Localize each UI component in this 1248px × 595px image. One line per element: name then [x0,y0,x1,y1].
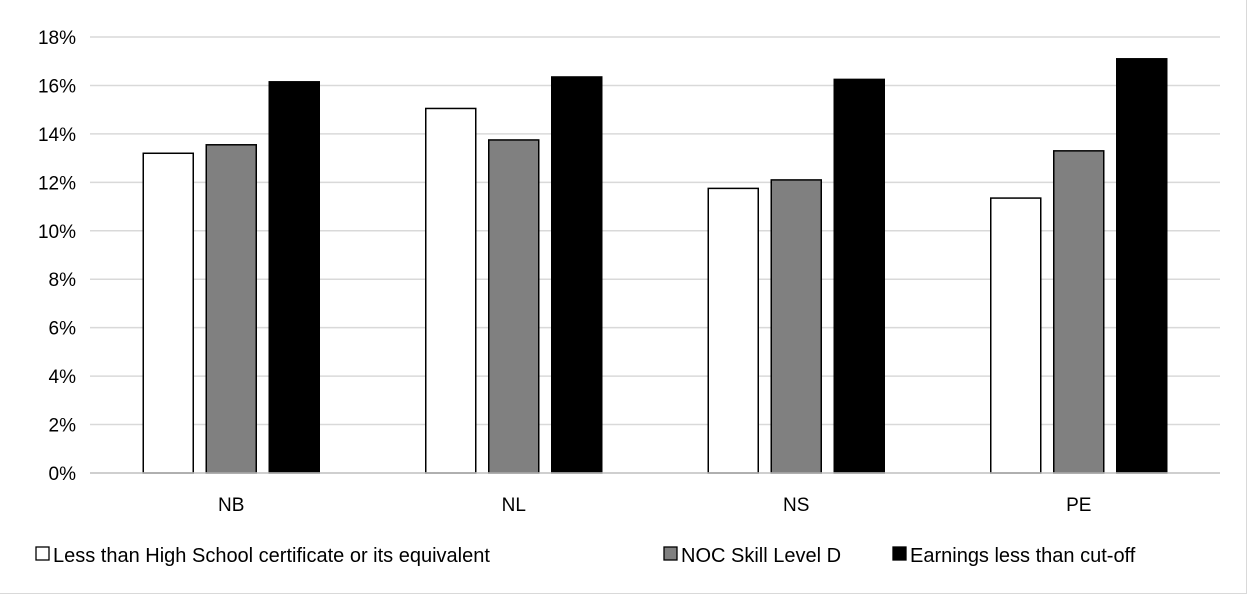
bar-pe-series-2 [1053,150,1105,474]
bars [142,58,1168,474]
y-tick-label: 6% [49,319,77,340]
legend: Less than High School certificate or its… [35,545,1136,567]
y-tick-label: 16% [38,76,76,97]
y-tick-label: 14% [38,125,76,146]
bar-nb-series-2 [205,144,257,474]
legend-swatch [892,546,907,561]
x-category-label: NL [502,495,526,516]
bar-nl-series-3 [551,76,603,474]
legend-swatch [663,546,678,561]
y-tick-label: 2% [49,416,77,437]
gridlines [90,36,1220,426]
bar-pe-series-1 [990,197,1042,474]
x-category-label: NS [783,495,809,516]
legend-label: Earnings less than cut-off [910,545,1136,567]
y-tick-label: 4% [49,367,77,388]
bar-nl-series-2 [488,139,540,474]
bar-nb-series-3 [268,81,320,474]
bar-ns-series-2 [770,179,822,474]
y-tick-label: 18% [38,28,76,49]
bar-ns-series-1 [707,187,759,474]
bar-nb-series-1 [142,152,194,474]
y-tick-label: 12% [38,173,76,194]
bar-pe-series-3 [1116,58,1168,474]
x-axis-category-labels: NB NL NS PE [218,495,1091,516]
y-tick-label: 0% [49,464,77,485]
bar-nl-series-1 [425,107,477,474]
legend-swatch [35,546,50,561]
legend-label: Less than High School certificate or its… [53,545,490,567]
x-category-label: PE [1066,495,1091,516]
y-tick-label: 8% [49,270,77,291]
x-category-label: NB [218,495,244,516]
bar-ns-series-3 [833,78,885,474]
y-tick-label: 10% [38,222,76,243]
legend-label: NOC Skill Level D [681,545,841,567]
y-axis-tick-labels: 0% 2% 4% 6% 8% 10% 12% 14% 16% 18% [38,28,76,485]
